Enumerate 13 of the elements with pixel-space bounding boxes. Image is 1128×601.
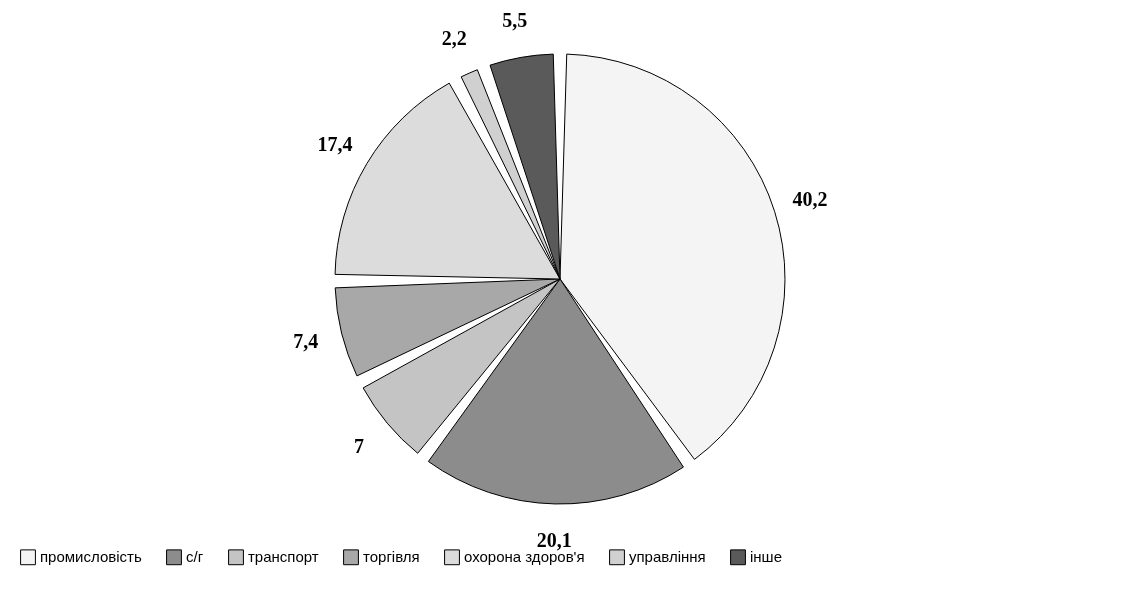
data-label: 7,4 bbox=[293, 329, 319, 352]
legend-label: інше bbox=[750, 548, 782, 566]
data-label: 17,4 bbox=[317, 132, 353, 155]
data-label: 20,1 bbox=[536, 528, 572, 551]
legend-label: с/г bbox=[186, 548, 204, 566]
legend-label: промисловість bbox=[40, 548, 142, 566]
data-label: 2,2 bbox=[441, 27, 467, 50]
legend-label: транспорт bbox=[248, 548, 319, 566]
data-label: 5,5 bbox=[502, 8, 528, 31]
legend-label: управління bbox=[629, 548, 706, 566]
data-label: 7 bbox=[353, 434, 364, 457]
data-label: 40,2 bbox=[792, 188, 828, 211]
legend-label: торгівля bbox=[363, 548, 420, 566]
